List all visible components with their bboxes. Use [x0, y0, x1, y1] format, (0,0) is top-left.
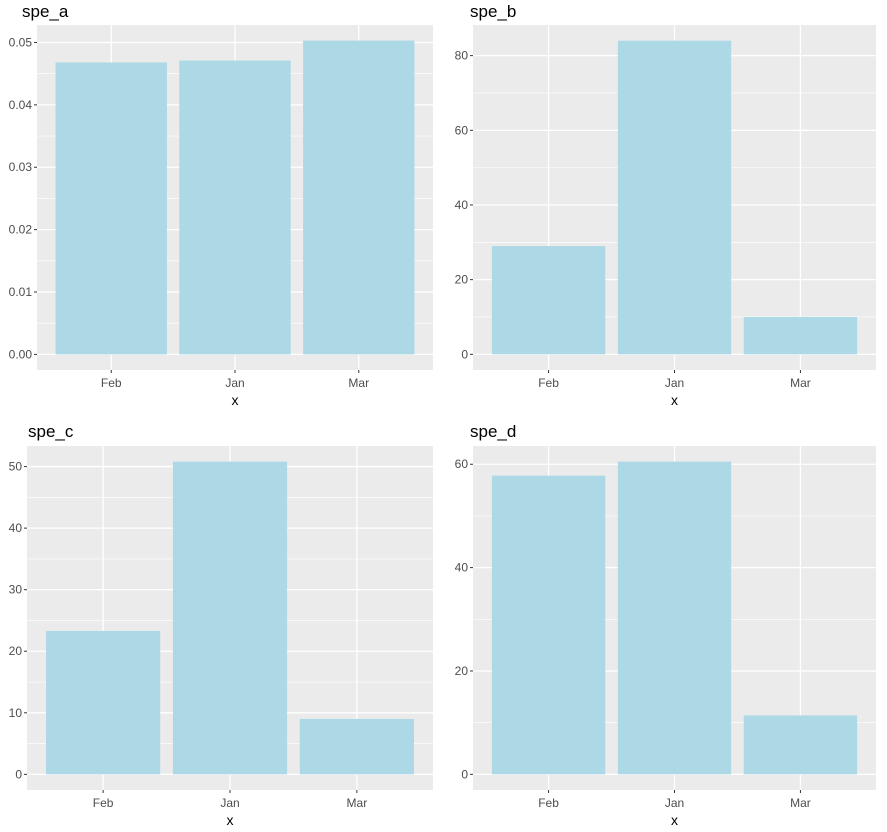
panel-title: spe_a [22, 2, 69, 21]
x-axis-title: x [232, 392, 239, 408]
bar-Jan [179, 60, 291, 355]
x-axis-title: x [671, 392, 678, 408]
y-tick-label: 40 [455, 561, 469, 575]
panel-spe_d: 0 20 40 60 Feb Jan Mar x spe_d [455, 422, 876, 828]
y-tick-label: 0 [15, 767, 22, 781]
y-tick-label: 0.02 [9, 223, 33, 237]
bar-Mar [743, 715, 858, 775]
x-axis-title: x [671, 812, 678, 828]
x-tick-label: Feb [93, 796, 114, 810]
bar-Mar [743, 316, 858, 355]
bar-Jan [617, 461, 732, 775]
bar-Jan [617, 40, 732, 355]
panel-title: spe_d [470, 422, 516, 441]
bar-Feb [55, 62, 167, 355]
y-tick-label: 50 [9, 460, 23, 474]
y-tick-label: 30 [9, 583, 23, 597]
bar-Jan [172, 461, 288, 775]
y-tick-label: 80 [455, 49, 469, 63]
bar-Feb [491, 475, 606, 775]
y-tick-label: 10 [9, 706, 23, 720]
x-tick-label: Jan [665, 376, 684, 390]
x-tick-label: Jan [225, 376, 244, 390]
y-tick-label: 0 [461, 767, 468, 781]
x-tick-label: Mar [790, 796, 811, 810]
x-tick-label: Mar [347, 796, 368, 810]
y-tick-label: 0 [461, 347, 468, 361]
y-tick-label: 40 [455, 198, 469, 212]
x-tick-label: Feb [101, 376, 122, 390]
x-tick-label: Mar [790, 376, 811, 390]
panel-spe_b: 0 20 40 60 80 Feb Jan Mar x spe_b [455, 2, 876, 408]
x-tick-label: Feb [538, 796, 559, 810]
y-tick-label: 60 [455, 123, 469, 137]
panel-spe_a: 0.00 0.01 0.02 0.03 0.04 0.05 Feb Jan Mar x spe_a [9, 2, 433, 408]
y-tick-label: 40 [9, 521, 23, 535]
bar-Mar [299, 718, 414, 775]
y-tick-label: 60 [455, 457, 469, 471]
x-axis-title: x [227, 812, 234, 828]
bar-Feb [491, 246, 606, 355]
x-tick-label: Feb [538, 376, 559, 390]
y-tick-label: 20 [455, 664, 469, 678]
y-tick-label: 0.01 [9, 285, 33, 299]
x-tick-label: Jan [665, 796, 684, 810]
bar-Mar [303, 40, 415, 355]
x-tick-label: Jan [220, 796, 239, 810]
y-tick-label: 0.03 [9, 160, 33, 174]
y-tick-label: 20 [455, 273, 469, 287]
panel-title: spe_b [470, 2, 516, 21]
x-tick-label: Mar [348, 376, 369, 390]
y-tick-label: 0.05 [9, 35, 33, 49]
bar-Feb [46, 630, 161, 775]
panel-spe_c: 0 10 20 30 40 50 Feb Jan Mar x spe_c [9, 422, 433, 828]
y-tick-label: 0.04 [9, 98, 33, 112]
y-tick-label: 0.00 [9, 347, 33, 361]
panel-title: spe_c [28, 422, 74, 441]
y-tick-label: 20 [9, 644, 23, 658]
